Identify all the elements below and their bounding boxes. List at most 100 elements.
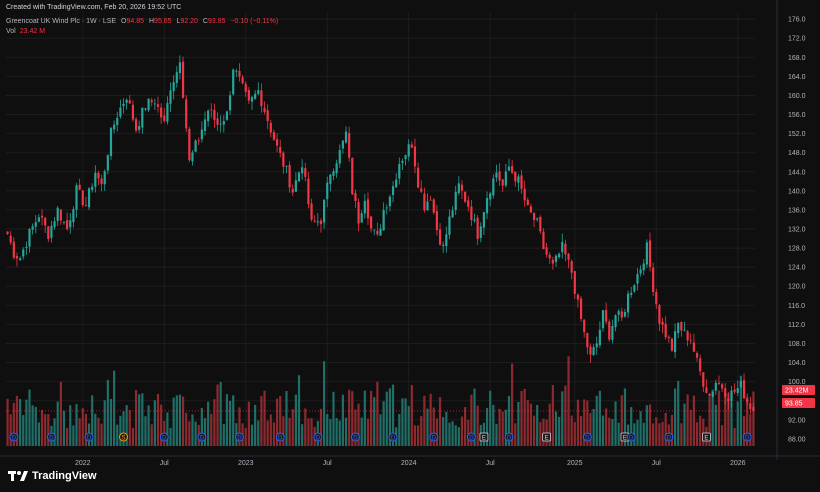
dividend-marker-label: D <box>237 435 242 441</box>
candle-body <box>37 217 41 222</box>
volume-bar <box>244 427 247 446</box>
volume-bar <box>567 356 570 446</box>
y-tick-label: 164.0 <box>788 74 806 81</box>
candle-body <box>623 311 627 317</box>
x-tick-label: Jul <box>323 460 332 467</box>
volume-bar <box>266 420 269 446</box>
volume-bar <box>680 423 683 446</box>
volume-bar <box>429 393 432 446</box>
candle-body <box>316 221 319 223</box>
candle-body <box>460 184 464 191</box>
volume-bar <box>269 414 272 446</box>
volume-bar <box>31 405 34 446</box>
volume-bar <box>435 418 439 446</box>
volume-bar <box>128 410 131 446</box>
candle-body <box>442 244 445 247</box>
candle-body <box>554 255 558 262</box>
candle-body <box>661 321 664 325</box>
candle-body <box>561 242 564 253</box>
volume-bar <box>134 390 138 446</box>
candle-body <box>144 108 147 110</box>
dividend-marker-label: D <box>667 435 672 441</box>
candle-body <box>636 273 639 284</box>
candle-body <box>511 166 514 173</box>
y-tick-label: 140.0 <box>788 188 806 195</box>
candle-body <box>401 160 404 164</box>
candle-body <box>592 347 595 355</box>
volume-bar <box>150 424 153 446</box>
volume-bar <box>263 390 266 446</box>
volume-bar <box>714 404 717 446</box>
volume-bar <box>724 393 727 446</box>
candle-body <box>545 247 548 255</box>
volume-bar <box>702 418 705 446</box>
volume-bar <box>373 397 376 446</box>
candle-body <box>595 343 598 348</box>
candle-body <box>310 203 313 220</box>
volume-bar <box>661 421 664 446</box>
x-tick-label: 2025 <box>567 460 583 467</box>
volume-bar <box>203 418 207 446</box>
candle-body <box>156 104 160 107</box>
volume-bar <box>272 422 276 446</box>
candle-body <box>297 172 301 182</box>
volume-bar <box>72 425 75 446</box>
volume-bar <box>401 398 404 446</box>
candle-body <box>457 183 460 194</box>
last-price-badge: 93.85 <box>785 401 803 408</box>
volume-bar <box>288 417 291 446</box>
dividend-marker-label: D <box>49 435 54 441</box>
volume-bar <box>360 417 363 446</box>
candle-body <box>445 234 448 247</box>
tradingview-logo-icon <box>8 471 28 481</box>
earnings-marker <box>702 432 711 442</box>
volume-bar <box>335 418 338 446</box>
volume-bar <box>232 395 235 446</box>
volume-bar <box>420 416 423 446</box>
volume-bar <box>66 427 69 446</box>
volume-bar <box>677 380 680 446</box>
volume-bar <box>370 390 373 446</box>
volume-bar <box>322 361 326 446</box>
volume-bar <box>156 393 160 446</box>
low-label: L <box>176 18 181 25</box>
candle-body <box>695 352 699 358</box>
volume-bar <box>742 415 746 446</box>
dividend-marker-label: D <box>353 435 358 441</box>
volume-bar <box>495 423 498 446</box>
dividend-marker <box>388 432 398 442</box>
tradingview-logo[interactable]: TradingView <box>8 470 97 482</box>
volume-bar <box>388 388 391 446</box>
candle-body <box>119 107 122 117</box>
volume-bar <box>40 410 44 446</box>
y-tick-label: 124.0 <box>788 265 806 272</box>
volume-bar <box>523 388 526 446</box>
candle-body <box>432 199 435 213</box>
candle-body <box>222 120 225 125</box>
volume-bar <box>746 396 749 446</box>
candle-body <box>332 171 335 176</box>
candle-body <box>576 294 580 300</box>
candle-body <box>617 311 620 315</box>
volume-bar <box>113 370 116 446</box>
candle-body <box>72 209 75 223</box>
volume-bar <box>260 396 263 446</box>
candle-body <box>257 90 260 94</box>
candle-body <box>404 155 407 160</box>
dividend-marker <box>159 432 169 442</box>
candle-body <box>514 171 517 182</box>
volume-value: 23.42 M <box>19 28 46 35</box>
candle-body <box>291 188 294 193</box>
candle-body <box>648 240 652 267</box>
brand-name: TradingView <box>32 470 97 482</box>
volume-bar <box>47 414 50 446</box>
candle-body <box>232 69 235 95</box>
candle-body <box>611 326 614 340</box>
candle-body <box>247 90 250 101</box>
volume-bar <box>579 415 583 446</box>
candle-body <box>238 70 241 77</box>
candle-body <box>655 291 658 305</box>
volume-bar <box>695 422 699 446</box>
volume-bar <box>285 391 288 446</box>
